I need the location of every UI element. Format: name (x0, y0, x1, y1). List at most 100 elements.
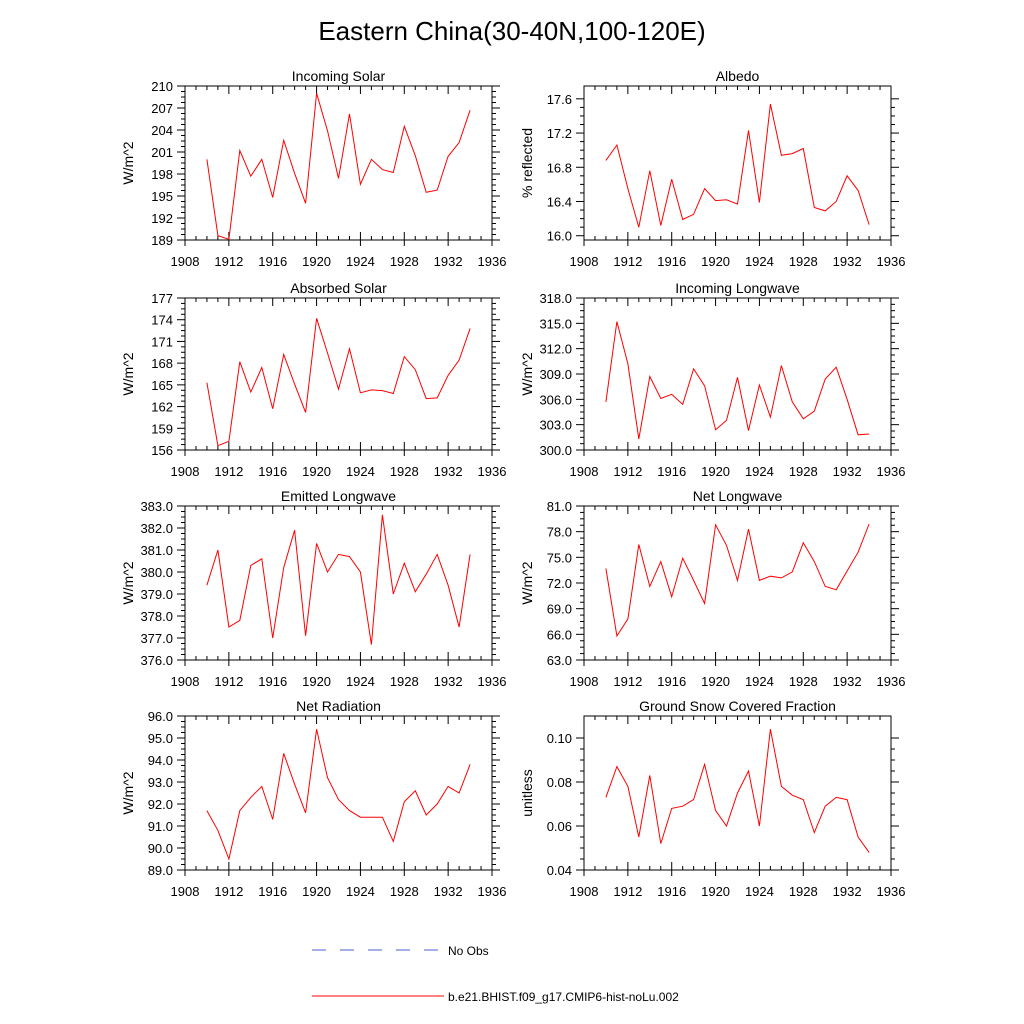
y-tick-label: 69.0 (547, 602, 572, 617)
y-tick-label: 309.0 (539, 367, 572, 382)
y-tick-label: 207 (151, 101, 173, 116)
panel-title: Ground Snow Covered Fraction (639, 698, 836, 714)
y-tick-label: 377.0 (140, 631, 173, 646)
y-tick-label: 315.0 (539, 316, 572, 331)
x-tick-label: 1928 (390, 464, 419, 479)
y-tick-label: 17.2 (547, 126, 572, 141)
x-tick-label: 1936 (478, 254, 507, 269)
x-tick-label: 1932 (434, 464, 463, 479)
series-line (206, 93, 471, 240)
series-line (605, 729, 870, 853)
y-axis-label: W/m^2 (519, 561, 535, 604)
x-tick-label: 1924 (745, 674, 774, 689)
x-tick-label: 1924 (745, 884, 774, 899)
x-tick-label: 1912 (214, 254, 243, 269)
y-tick-label: 162 (151, 400, 173, 415)
x-tick-label: 1928 (390, 254, 419, 269)
legend-model-label: b.e21.BHIST.f09_g17.CMIP6-hist-noLu.002 (448, 990, 679, 1004)
x-tick-label: 1908 (171, 884, 200, 899)
x-tick-label: 1920 (701, 254, 730, 269)
x-tick-label: 1912 (214, 674, 243, 689)
y-tick-label: 189 (151, 233, 173, 248)
y-tick-label: 198 (151, 167, 173, 182)
y-tick-label: 312.0 (539, 342, 572, 357)
y-axis-label: % reflected (519, 128, 535, 198)
y-tick-label: 81.0 (547, 499, 572, 514)
x-tick-label: 1924 (745, 464, 774, 479)
x-tick-label: 1932 (833, 254, 862, 269)
x-tick-label: 1912 (613, 674, 642, 689)
y-axis-label: W/m^2 (120, 771, 136, 814)
plot-frame (583, 85, 892, 241)
x-tick-label: 1928 (789, 464, 818, 479)
y-axis-label: W/m^2 (519, 352, 535, 395)
panel-title: Emitted Longwave (281, 488, 396, 504)
y-tick-label: 78.0 (547, 525, 572, 540)
figure-title: Eastern China(30-40N,100-120E) (318, 16, 705, 46)
y-axis-label: unitless (519, 769, 535, 816)
x-tick-label: 1932 (833, 674, 862, 689)
x-tick-label: 1920 (701, 884, 730, 899)
x-tick-label: 1912 (613, 884, 642, 899)
y-tick-label: 89.0 (148, 863, 173, 878)
x-tick-label: 1932 (434, 674, 463, 689)
x-tick-label: 1916 (258, 884, 287, 899)
x-tick-label: 1908 (171, 254, 200, 269)
chart-panel: Net Longwave W/m^2 1908 1912 1916 1920 1924 192… (519, 488, 905, 689)
series-line (206, 514, 471, 645)
y-tick-label: 210 (151, 79, 173, 94)
x-tick-label: 1920 (302, 884, 331, 899)
plot-frame (583, 505, 892, 661)
y-tick-label: 382.0 (140, 521, 173, 536)
panel-title: Absorbed Solar (290, 280, 387, 296)
x-tick-label: 1936 (877, 254, 906, 269)
x-tick-label: 1928 (789, 254, 818, 269)
y-tick-label: 0.04 (547, 863, 572, 878)
y-tick-label: 93.0 (148, 775, 173, 790)
y-tick-label: 92.0 (148, 797, 173, 812)
y-axis-label: W/m^2 (120, 352, 136, 395)
series-line (605, 321, 870, 440)
x-tick-label: 1908 (570, 254, 599, 269)
chart-panel: Net Radiation W/m^2 1908 1912 1916 1920 1924 19… (120, 698, 506, 899)
y-tick-label: 177 (151, 291, 173, 306)
x-tick-label: 1908 (570, 674, 599, 689)
y-tick-label: 0.06 (547, 819, 572, 834)
y-tick-label: 94.0 (148, 753, 173, 768)
y-tick-label: 195 (151, 189, 173, 204)
y-tick-label: 96.0 (148, 709, 173, 724)
y-tick-label: 16.0 (547, 229, 572, 244)
x-tick-label: 1916 (657, 464, 686, 479)
y-tick-label: 0.10 (547, 731, 572, 746)
y-tick-label: 174 (151, 313, 173, 328)
panel-title: Incoming Solar (292, 68, 386, 84)
y-tick-label: 379.0 (140, 587, 173, 602)
x-tick-label: 1936 (877, 674, 906, 689)
y-tick-label: 165 (151, 378, 173, 393)
x-tick-label: 1912 (214, 884, 243, 899)
y-tick-label: 380.0 (140, 565, 173, 580)
y-tick-label: 0.08 (547, 775, 572, 790)
x-tick-label: 1912 (613, 254, 642, 269)
panel-title: Net Radiation (296, 698, 381, 714)
series-line (206, 318, 471, 447)
legend-obs-label: No Obs (448, 944, 489, 958)
y-tick-label: 318.0 (539, 291, 572, 306)
x-tick-label: 1932 (434, 884, 463, 899)
plot-frame (184, 505, 493, 661)
series-line (605, 103, 870, 228)
x-tick-label: 1912 (214, 464, 243, 479)
chart-panel: Absorbed Solar W/m^2 1908 1912 1916 1920 1924 1… (120, 280, 506, 479)
y-tick-label: 201 (151, 145, 173, 160)
x-tick-label: 1920 (302, 674, 331, 689)
y-tick-label: 75.0 (547, 550, 572, 565)
x-tick-label: 1912 (613, 464, 642, 479)
x-tick-label: 1916 (258, 674, 287, 689)
y-tick-label: 192 (151, 211, 173, 226)
x-tick-label: 1936 (877, 464, 906, 479)
y-axis-label: W/m^2 (120, 141, 136, 184)
y-tick-label: 16.8 (547, 160, 572, 175)
x-tick-label: 1916 (657, 884, 686, 899)
panel-title: Net Longwave (693, 488, 783, 504)
